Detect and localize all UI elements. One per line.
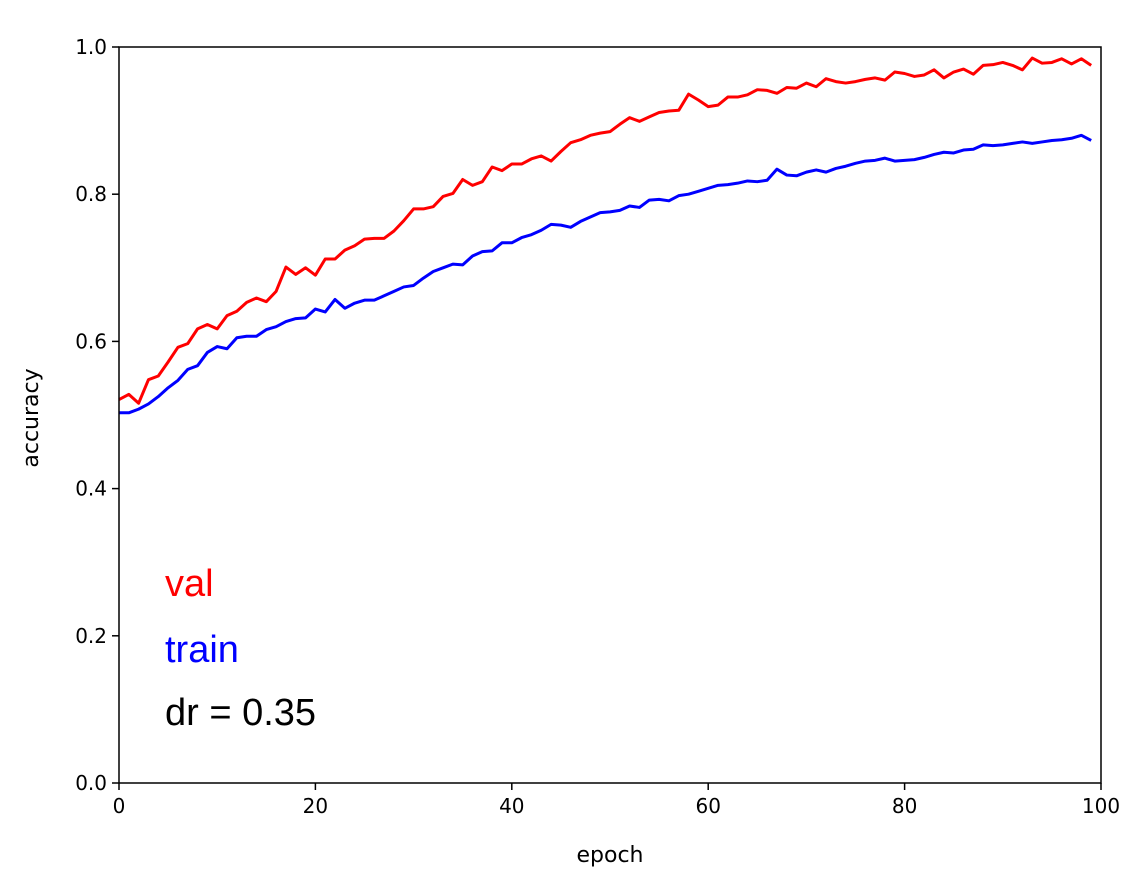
x-axis: 0 20 40 60 80 100 (113, 783, 1120, 818)
plot-area-frame (118, 46, 1102, 784)
series-layer (118, 56, 1093, 415)
x-tick-label: 100 (1082, 794, 1120, 818)
y-axis: 0.0 0.2 0.4 0.6 0.8 1.0 (75, 35, 119, 795)
y-tick-label: 0.8 (75, 182, 107, 206)
val-series-line (118, 56, 1093, 405)
x-tick-label: 0 (113, 794, 126, 818)
x-tick-label: 80 (892, 794, 917, 818)
y-axis-label: accuracy (19, 368, 44, 467)
x-tick-label: 40 (499, 794, 524, 818)
annotation-layer: val train dr = 0.35 (165, 563, 316, 734)
y-tick-label: 0.2 (75, 624, 107, 648)
val-annotation: val (165, 563, 214, 605)
y-tick-label: 0.6 (75, 329, 107, 353)
y-tick-label: 0.0 (75, 771, 107, 795)
train-series-line (119, 133, 1092, 415)
train-annotation: train (165, 629, 239, 671)
dropout-rate-annotation: dr = 0.35 (165, 692, 316, 734)
x-axis-label: epoch (577, 843, 644, 868)
y-tick-label: 0.4 (75, 477, 107, 501)
y-tick-label: 1.0 (75, 35, 107, 59)
x-tick-label: 60 (695, 794, 720, 818)
x-tick-label: 20 (303, 794, 328, 818)
